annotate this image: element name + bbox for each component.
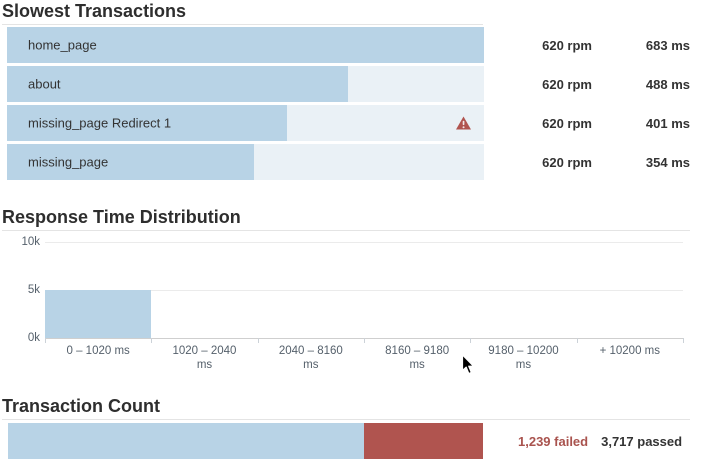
x-tick-label: + 10200 ms (599, 345, 660, 357)
response-time-section: Response Time Distribution 10k 5k 0k (0, 208, 701, 372)
transaction-time: 354 ms (645, 154, 690, 170)
transaction-bar-about[interactable]: about (7, 66, 484, 102)
transaction-row-missing-page-redirect: missing_page Redirect 1 620 rpm 401 ms (0, 105, 701, 141)
gridline-10k (45, 242, 683, 243)
x-tick-label: 9180 – 10200 ms (488, 345, 559, 371)
transaction-count-row: 1,239 failed 3,717 passed (0, 423, 701, 459)
transaction-rpm: 620 rpm (542, 76, 592, 92)
slowest-transactions-section: Slowest Transactions home_page 620 rpm 6… (0, 2, 701, 180)
transaction-name: about (28, 76, 61, 92)
transaction-row-home-page: home_page 620 rpm 683 ms (0, 27, 701, 63)
bucket-over-10200 (577, 242, 685, 343)
transaction-count-title: Transaction Count (2, 397, 690, 420)
warning-triangle-icon (456, 116, 471, 130)
transaction-bar-home-page[interactable]: home_page (7, 27, 484, 63)
transaction-row-about: about 620 rpm 488 ms (0, 66, 701, 102)
transaction-list: home_page 620 rpm 683 ms about 620 rpm 4… (0, 27, 701, 180)
y-tick-label: 5k (27, 284, 40, 296)
transaction-bar-fill (7, 105, 287, 141)
passed-bar-segment (8, 423, 365, 459)
failed-count-label: 1,239 failed (518, 433, 589, 449)
x-tick-label: 0 – 1020 ms (66, 345, 130, 357)
x-tick-label: 1020 – 2040 ms (172, 345, 237, 371)
transaction-bar-missing-page-redirect[interactable]: missing_page Redirect 1 (7, 105, 484, 141)
transaction-name: home_page (28, 37, 97, 53)
transaction-bar-missing-page[interactable]: missing_page (7, 144, 484, 180)
transaction-bar-fill (7, 66, 348, 102)
histogram-bars (45, 242, 685, 343)
transaction-bar-fill (7, 144, 255, 180)
transaction-row-missing-page: missing_page 620 rpm 354 ms (0, 144, 701, 180)
x-tick-label: 8160 – 9180 ms (385, 345, 450, 371)
bucket-8160-9180 (364, 242, 472, 343)
x-tick-label: 2040 – 8160 ms (278, 345, 343, 371)
transaction-time: 683 ms (645, 37, 690, 53)
transaction-time: 401 ms (645, 115, 690, 131)
failed-bar-segment (364, 423, 483, 459)
bucket-2040-8160 (258, 242, 366, 343)
slowest-transactions-title: Slowest Transactions (2, 2, 483, 25)
transaction-rpm: 620 rpm (542, 37, 592, 53)
transaction-name: missing_page (28, 154, 109, 170)
gridline-5k (45, 290, 683, 291)
x-axis-labels: 0 – 1020 ms 1020 – 2040 ms 2040 – 8160 m… (45, 344, 683, 372)
transaction-count-section: Transaction Count 1,239 failed 3,717 pas… (0, 397, 701, 459)
transaction-time: 488 ms (645, 76, 690, 92)
bucket-0-1020 (45, 242, 153, 343)
transaction-rpm: 620 rpm (542, 115, 592, 131)
x-axis-line (45, 338, 683, 339)
bucket-1020-2040 (151, 242, 259, 343)
y-tick-label: 10k (21, 236, 40, 248)
transaction-bar-fill (7, 27, 484, 63)
bucket-9180-10200 (470, 242, 578, 343)
chart-plot-area: 10k 5k 0k (21, 236, 685, 344)
transaction-count-bar (8, 423, 483, 459)
y-tick-label: 0k (27, 332, 40, 344)
histogram-bar[interactable] (45, 290, 152, 338)
response-time-title: Response Time Distribution (2, 208, 690, 231)
transaction-name: missing_page Redirect 1 (28, 115, 172, 131)
transaction-rpm: 620 rpm (542, 154, 592, 170)
passed-count-label: 3,717 passed (601, 433, 683, 449)
response-time-chart: 10k 5k 0k 0 – 1020 ms 1020 – 2040 ms 204… (0, 236, 701, 372)
